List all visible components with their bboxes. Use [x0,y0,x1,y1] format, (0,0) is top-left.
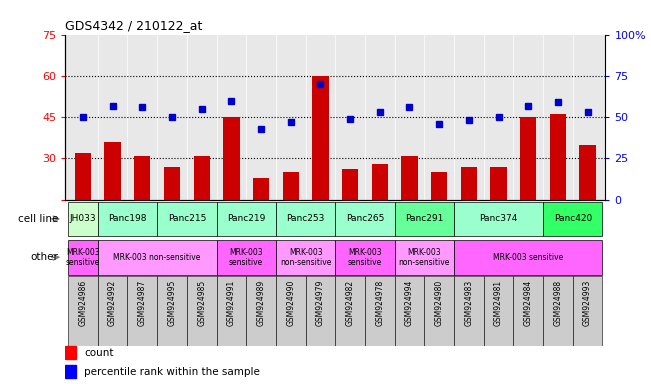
Text: GSM924990: GSM924990 [286,280,296,326]
Bar [157,276,187,346]
Text: GSM924980: GSM924980 [435,280,444,326]
Bar [157,202,217,236]
Bar [335,276,365,346]
Text: cell line: cell line [18,214,59,224]
Bar [246,276,276,346]
Text: GSM924978: GSM924978 [375,280,384,326]
Text: Panc253: Panc253 [286,214,325,223]
Bar [253,178,270,200]
Bar [431,172,447,200]
Text: GSM924979: GSM924979 [316,280,325,326]
Text: Panc374: Panc374 [479,214,518,223]
Bar [128,276,157,346]
Text: Panc219: Panc219 [227,214,266,223]
Bar [454,240,602,275]
Bar [305,276,335,346]
Text: MRK-003
sensitive: MRK-003 sensitive [229,248,263,267]
Text: Panc420: Panc420 [553,214,592,223]
Text: JH033: JH033 [70,214,96,223]
Text: Panc265: Panc265 [346,214,384,223]
Bar [68,276,98,346]
Bar [65,365,76,378]
Bar [217,276,246,346]
Text: GSM924989: GSM924989 [256,280,266,326]
Bar [276,276,305,346]
Bar [573,276,602,346]
Bar [223,117,240,200]
Bar [461,167,477,200]
Bar [424,276,454,346]
Bar [283,172,299,200]
Bar [395,276,424,346]
Text: GSM924986: GSM924986 [78,280,87,326]
Bar [134,156,150,200]
Text: GSM924987: GSM924987 [138,280,146,326]
Bar [549,114,566,200]
Text: GSM924994: GSM924994 [405,280,414,326]
Bar [98,276,128,346]
Bar [395,202,454,236]
Text: GSM924992: GSM924992 [108,280,117,326]
Text: MRK-003 non-sensitive: MRK-003 non-sensitive [113,253,201,262]
Text: other: other [31,252,59,262]
Bar [312,76,329,200]
Text: GSM924984: GSM924984 [524,280,533,326]
Text: GSM924993: GSM924993 [583,280,592,326]
Text: GDS4342 / 210122_at: GDS4342 / 210122_at [65,19,202,32]
Text: Panc215: Panc215 [168,214,206,223]
Text: Panc291: Panc291 [405,214,443,223]
Text: MRK-003 sensitive: MRK-003 sensitive [493,253,563,262]
Text: GSM924983: GSM924983 [464,280,473,326]
Bar [342,169,358,200]
Bar [65,346,76,359]
Text: percentile rank within the sample: percentile rank within the sample [84,367,260,377]
Bar [276,240,335,275]
Bar [395,240,454,275]
Bar [335,202,395,236]
Text: MRK-003
sensitive: MRK-003 sensitive [348,248,382,267]
Bar [187,276,217,346]
Text: GSM924981: GSM924981 [494,280,503,326]
Text: Panc198: Panc198 [108,214,146,223]
Bar [372,164,388,200]
Bar [98,240,217,275]
Bar [193,156,210,200]
Text: MRK-003
non-sensitive: MRK-003 non-sensitive [398,248,450,267]
Bar [75,153,91,200]
Text: MRK-003
non-sensitive: MRK-003 non-sensitive [280,248,331,267]
Bar [98,202,157,236]
Bar [335,240,395,275]
Bar [484,276,514,346]
Bar [401,156,418,200]
Bar [520,117,536,200]
Bar [68,202,98,236]
Bar [104,142,121,200]
Bar [217,202,276,236]
Bar [68,240,98,275]
Text: GSM924982: GSM924982 [346,280,355,326]
Bar [164,167,180,200]
Text: GSM924991: GSM924991 [227,280,236,326]
Text: GSM924995: GSM924995 [167,280,176,326]
Bar [490,167,506,200]
Text: GSM924988: GSM924988 [553,280,562,326]
Bar [543,202,602,236]
Text: MRK-003
sensitive: MRK-003 sensitive [66,248,100,267]
Bar [276,202,335,236]
Bar [217,240,276,275]
Bar [454,202,543,236]
Text: GSM924985: GSM924985 [197,280,206,326]
Bar [454,276,484,346]
Bar [365,276,395,346]
Bar [579,145,596,200]
Bar [514,276,543,346]
Bar [543,276,573,346]
Text: count: count [84,348,113,358]
